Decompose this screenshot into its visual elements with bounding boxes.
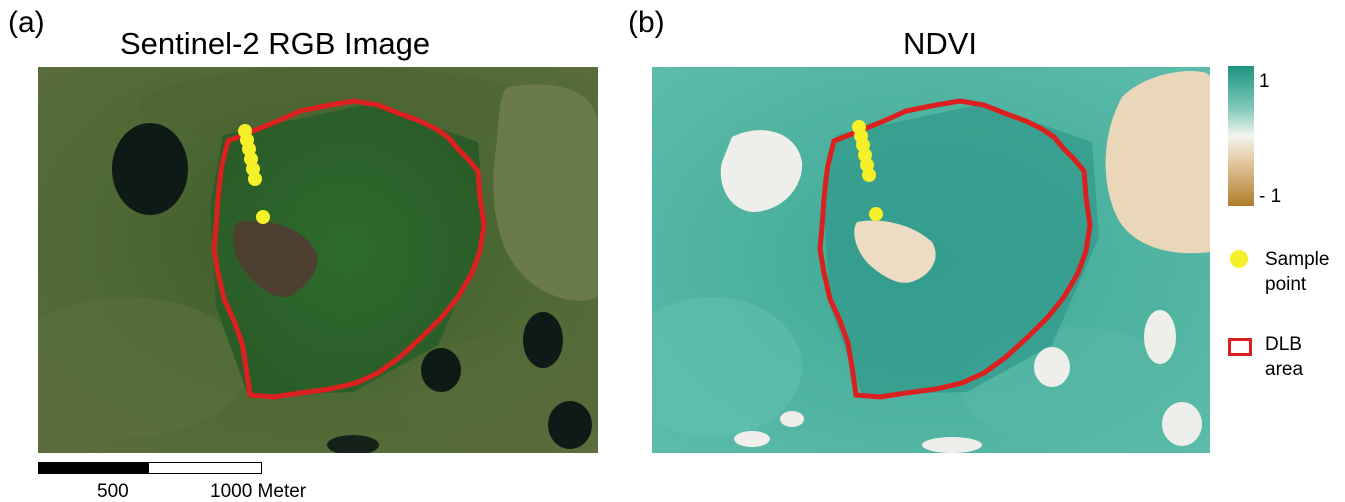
panel-b-label: (b) xyxy=(628,6,665,39)
dlb-legend-symbol xyxy=(1228,338,1252,356)
dlb-outline-a xyxy=(211,98,487,400)
ndvi-colorbar xyxy=(1228,66,1254,206)
scale-label-1000: 1000 Meter xyxy=(210,481,307,502)
dark-lake-bottom xyxy=(421,348,461,392)
dark-lake-corner xyxy=(548,401,592,449)
lake-top-right xyxy=(493,84,598,301)
sample-point xyxy=(248,172,262,186)
dlb-outline-b xyxy=(817,98,1093,400)
panel-a-label: (a) xyxy=(8,6,45,39)
sample-point xyxy=(869,207,883,221)
sample-point-label-line1: Sample xyxy=(1265,249,1330,270)
panel-b-title: NDVI xyxy=(902,26,978,61)
white-patch-left xyxy=(720,130,803,212)
sample-points-b xyxy=(852,120,883,221)
sample-point-legend-symbol xyxy=(1230,250,1248,268)
sample-point-label-line2: point xyxy=(1265,274,1307,295)
panel-a-title: Sentinel-2 RGB Image xyxy=(120,26,431,61)
dlb-label-line1: DLB xyxy=(1265,334,1302,355)
scale-bar-white-segment xyxy=(148,462,262,474)
scale-bar xyxy=(38,462,262,474)
rgb-map xyxy=(38,67,598,453)
scale-bar-black-segment xyxy=(38,462,150,474)
basin-interior xyxy=(210,104,485,395)
sample-point xyxy=(256,210,270,224)
colorbar-min-label: - 1 xyxy=(1259,186,1282,207)
colorbar-max-label: 1 xyxy=(1259,71,1270,92)
bare-patch-top-right xyxy=(1105,71,1210,254)
dark-lake-left xyxy=(112,123,188,215)
dark-lake-right xyxy=(523,312,563,368)
ndvi-map xyxy=(652,67,1210,453)
sample-point xyxy=(862,168,876,182)
bare-patch-basin xyxy=(854,220,936,283)
sample-points-a xyxy=(238,124,270,224)
scale-label-500: 500 xyxy=(97,481,129,502)
brown-pond xyxy=(232,220,318,297)
dlb-label-line2: area xyxy=(1265,359,1304,380)
